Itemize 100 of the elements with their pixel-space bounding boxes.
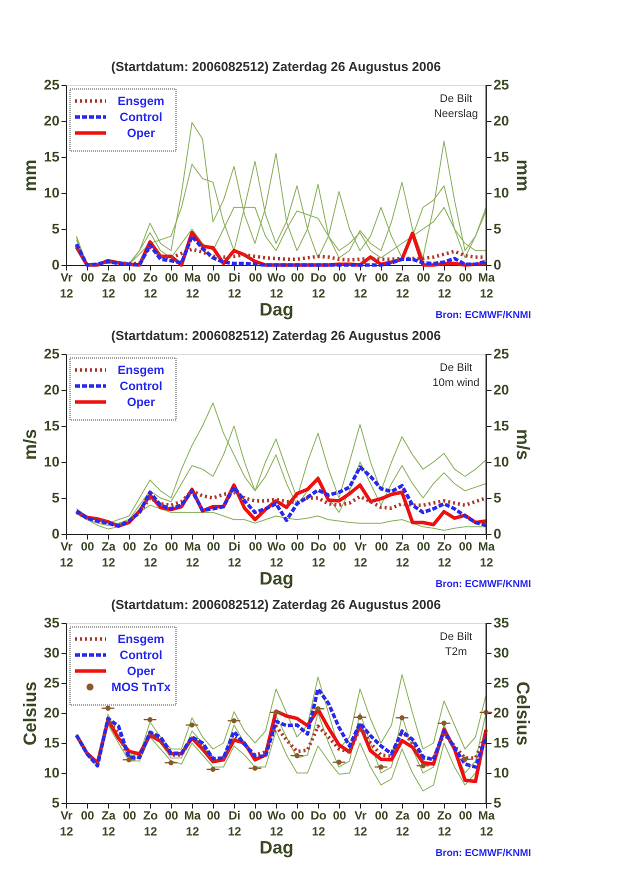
x-tick-label: Wo 12 [267,270,286,300]
y2-tick-label: 5 [494,220,502,236]
x-tick-label: 00 [374,270,388,284]
chart-title: (Startdatum: 2006082512) Zaterdag 26 Augustus 2006 [111,59,441,74]
y-tick-label: 35 [44,614,60,630]
legend-label: Control [120,648,162,662]
x-tick-label: Za 12 [101,270,116,300]
y2-tick-label: 10 [494,184,510,200]
x-tick-label: 00 [164,540,178,554]
y2-axis-title: Celsius [513,681,534,746]
legend-label: Ensgem [118,94,164,108]
x-tick-label: Do 12 [310,808,326,838]
legend-label: Ensgem [118,632,164,646]
y2-tick-label: 15 [494,734,510,750]
y2-tick-label: 20 [494,704,510,720]
x-tick-label: 00 [458,808,472,822]
x-tick-label: Zo 12 [143,808,158,838]
y-tick-label: 5 [52,794,60,810]
x-tick-label: Za 12 [101,808,116,838]
y-axis-title: m/s [20,428,40,460]
y-tick-label: 15 [44,418,60,434]
x-tick-label: 00 [332,540,346,554]
legend-label: Oper [126,664,156,678]
x-tick-label: 00 [122,808,136,822]
x-tick-label: 00 [332,808,346,822]
x-tick-label: Ma 12 [184,808,202,838]
y-tick-label: 10 [44,764,60,780]
x-tick-label: Za 12 [101,540,116,570]
x-tick-label: Zo 12 [143,540,158,570]
x-tick-label: 00 [416,808,430,822]
y-tick-label: 5 [52,490,60,506]
x-tick-label: Do 12 [310,540,326,570]
text: Bron: ECMWF/KNMI [435,310,532,321]
legend-label: Control [120,110,162,124]
legend-label: Ensgem [118,363,164,377]
x-tick-label: Ma 12 [478,808,496,838]
y-tick-label: 10 [44,454,60,470]
y2-tick-label: 30 [494,644,510,660]
y2-tick-label: 15 [494,418,510,434]
x-tick-label: Vr 12 [354,808,368,838]
y2-tick-label: 0 [494,256,502,272]
y2-tick-label: 5 [494,794,502,810]
x-tick-label: 00 [122,540,136,554]
chart-title: (Startdatum: 2006082512) Zaterdag 26 Augustus 2006 [111,597,441,612]
y-axis-title: mm [20,159,40,192]
x-tick-label: Di 12 [228,270,242,300]
y-tick-label: 25 [44,346,60,362]
x-tick-label: Wo 12 [267,808,286,838]
y2-tick-label: 20 [494,112,510,128]
annotation: De Bilt [440,631,472,643]
y2-axis-title: m/s [513,428,534,460]
x-tick-label: Vr 12 [354,270,368,300]
x-tick-label: 00 [290,540,304,554]
y-tick-label: 20 [44,704,60,720]
y2-tick-label: 20 [494,382,510,398]
x-tick-label: 00 [80,270,94,284]
y2-tick-label: 35 [494,614,510,630]
y-tick-label: 10 [44,184,60,200]
x-tick-label: Vr 12 [60,270,74,300]
x-tick-label: 00 [374,540,388,554]
y-tick-label: 15 [44,148,60,164]
y-tick-label: 20 [44,112,60,128]
annotation: De Bilt [440,93,472,105]
x-tick-label: 00 [122,270,136,284]
x-tick-label: Ma 12 [478,540,496,570]
y2-axis-title: mm [513,159,534,192]
y2-tick-label: 5 [494,490,502,506]
x-tick-label: 00 [248,808,262,822]
y-axis-title: Celsius [20,681,40,746]
y-tick-label: 25 [44,674,60,690]
annotation: T2m [445,646,467,658]
y2-tick-label: 0 [494,526,502,542]
legend-label: Oper [126,126,156,140]
x-axis-title: Dag [259,300,294,320]
y-tick-label: 15 [44,734,60,750]
y-tick-label: 30 [44,644,60,660]
x-tick-label: 00 [290,808,304,822]
legend-label: Control [120,379,162,393]
x-tick-label: 00 [458,540,472,554]
y-tick-label: 5 [52,220,60,236]
y2-tick-label: 25 [494,674,510,690]
x-tick-label: Ma 12 [478,270,496,300]
x-tick-label: 00 [416,540,430,554]
chart-title: (Startdatum: 2006082512) Zaterdag 26 Augustus 2006 [111,328,441,343]
x-tick-label: Vr 12 [354,540,368,570]
x-tick-label: 00 [206,270,220,284]
x-tick-label: 00 [290,270,304,284]
x-tick-label: Za 12 [395,540,410,570]
x-tick-label: Ma 12 [184,540,202,570]
x-tick-label: Zo 12 [437,540,452,570]
x-tick-label: 00 [416,270,430,284]
x-tick-label: 00 [248,270,262,284]
y-tick-label: 25 [44,76,60,92]
y2-tick-label: 15 [494,148,510,164]
y2-tick-label: 25 [494,76,510,92]
annotation: Neerslag [434,108,478,120]
x-tick-label: Vr 12 [60,540,74,570]
legend-label: MOS TnTx [111,680,171,694]
x-tick-label: 00 [206,808,220,822]
x-tick-label: Do 12 [310,270,326,300]
